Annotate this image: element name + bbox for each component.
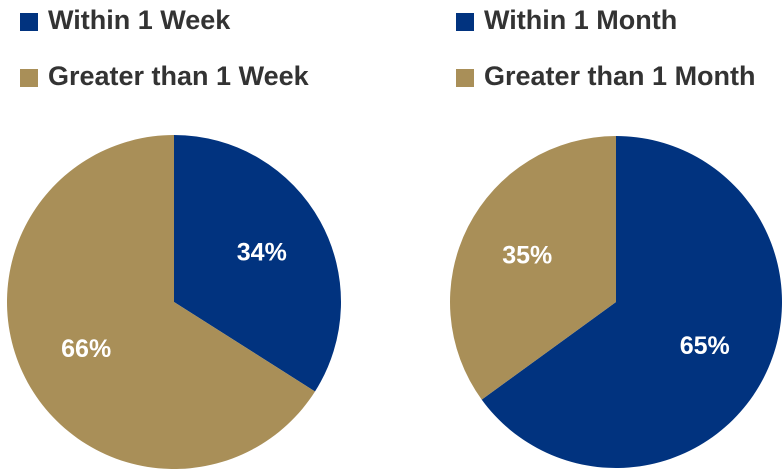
legend-label: Greater than 1 Week [48, 61, 310, 91]
legend-label: Within 1 Week [48, 5, 231, 35]
legend-swatch [456, 69, 474, 87]
pie-slice [481, 136, 782, 468]
pie-slice [7, 135, 316, 469]
legend-label: Greater than 1 Month [484, 61, 756, 91]
slice-label: 34% [237, 238, 287, 266]
pie-slice [174, 135, 342, 392]
slice-label: 65% [680, 332, 730, 360]
legend-swatch [20, 13, 38, 31]
slice-label: 66% [61, 335, 111, 363]
legend-label: Within 1 Month [484, 5, 677, 35]
legend-swatch [20, 69, 38, 87]
legend-swatch [456, 13, 474, 31]
slice-label: 35% [502, 241, 552, 269]
pie-slice [450, 136, 616, 400]
